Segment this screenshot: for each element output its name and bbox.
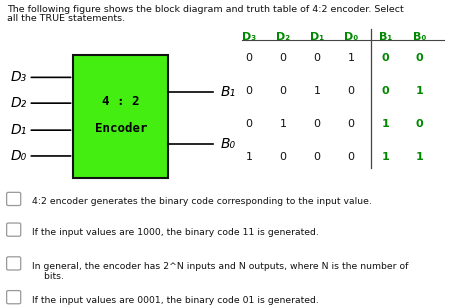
Text: Encoder: Encoder (95, 122, 147, 135)
Text: 0: 0 (416, 53, 423, 63)
Text: D₂: D₂ (11, 96, 27, 110)
Text: The following figure shows the block diagram and truth table of 4:2 encoder. Sel: The following figure shows the block dia… (7, 5, 404, 14)
Text: D₃: D₃ (242, 32, 256, 42)
Text: 0: 0 (314, 153, 320, 162)
FancyBboxPatch shape (7, 192, 21, 206)
Text: 1: 1 (382, 119, 389, 129)
Text: 1: 1 (348, 53, 355, 63)
Text: If the input values are 1000, the binary code 11 is generated.: If the input values are 1000, the binary… (32, 228, 319, 237)
Text: In general, the encoder has 2^N inputs and N outputs, where N is the number of
 : In general, the encoder has 2^N inputs a… (32, 262, 409, 281)
Text: 1: 1 (416, 153, 423, 162)
Text: 0: 0 (246, 119, 252, 129)
Text: 0: 0 (246, 53, 252, 63)
Text: B₀: B₀ (220, 137, 236, 151)
Text: B₁: B₁ (379, 32, 392, 42)
Text: 0: 0 (280, 53, 286, 63)
Text: 0: 0 (382, 53, 389, 63)
Text: B₀: B₀ (413, 32, 426, 42)
Text: 0: 0 (348, 86, 355, 96)
Text: 1: 1 (382, 153, 389, 162)
Text: D₀: D₀ (11, 149, 27, 163)
Text: 0: 0 (382, 86, 389, 96)
FancyBboxPatch shape (7, 290, 21, 304)
Text: D₂: D₂ (276, 32, 290, 42)
Text: 0: 0 (280, 86, 286, 96)
Text: D₃: D₃ (11, 70, 27, 84)
FancyBboxPatch shape (7, 257, 21, 270)
Text: 0: 0 (314, 119, 320, 129)
Text: D₁: D₁ (310, 32, 324, 42)
Text: 0: 0 (348, 119, 355, 129)
Text: D₀: D₀ (344, 32, 358, 42)
FancyBboxPatch shape (73, 55, 168, 178)
Text: 0: 0 (246, 86, 252, 96)
Text: 0: 0 (348, 153, 355, 162)
Text: 0: 0 (314, 53, 320, 63)
Text: B₁: B₁ (220, 85, 236, 99)
Text: 4:2 encoder generates the binary code corresponding to the input value.: 4:2 encoder generates the binary code co… (32, 197, 372, 206)
FancyBboxPatch shape (7, 223, 21, 236)
Text: D₁: D₁ (11, 123, 27, 137)
Text: 1: 1 (314, 86, 320, 96)
Text: If the input values are 0001, the binary code 01 is generated.: If the input values are 0001, the binary… (32, 296, 319, 305)
Text: 0: 0 (280, 153, 286, 162)
Text: 1: 1 (280, 119, 286, 129)
Text: 0: 0 (416, 119, 423, 129)
Text: 1: 1 (416, 86, 423, 96)
Text: 4 : 2: 4 : 2 (102, 95, 140, 108)
Text: all the TRUE statements.: all the TRUE statements. (7, 14, 125, 23)
Text: 1: 1 (246, 153, 252, 162)
